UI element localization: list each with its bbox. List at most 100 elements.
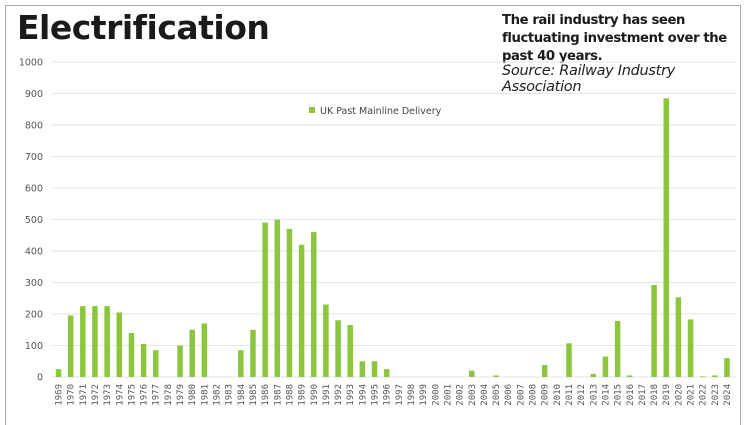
x-tick-label: 2011: [565, 384, 575, 406]
bar-2011: [566, 343, 572, 377]
legend: UK Past Mainline Delivery: [309, 106, 442, 117]
x-tick-label: 2024: [723, 384, 733, 406]
bar-2013: [590, 373, 597, 377]
x-tick-label: 1969: [55, 384, 65, 406]
bar-1981: [201, 323, 208, 377]
x-tick-label: 1993: [346, 384, 356, 406]
x-tick-label: 1989: [298, 384, 308, 406]
bar-1986: [262, 222, 268, 377]
x-tick-label: 1992: [334, 384, 344, 406]
x-tick-label: 2012: [577, 384, 587, 406]
bar-1992: [335, 320, 341, 377]
bar-2022: [699, 376, 706, 378]
bar-2023: [712, 375, 718, 377]
bar-1973: [104, 306, 110, 378]
bar-2003: [469, 370, 475, 377]
bar-1976: [140, 343, 147, 377]
bar-2019: [663, 98, 669, 377]
bar-1979: [177, 345, 183, 377]
x-tick-label: 1988: [285, 384, 295, 406]
bar-2005: [493, 375, 499, 377]
bar-1994: [359, 361, 366, 377]
bar-1974: [116, 312, 123, 377]
x-tick-label: 2009: [541, 384, 551, 406]
y-tick-label: 600: [25, 184, 43, 195]
x-tick-label: 1982: [213, 384, 223, 406]
bar-2020: [675, 297, 682, 377]
x-tick-label: 2007: [516, 384, 526, 406]
bar-1975: [128, 332, 135, 377]
x-tick-label: 1997: [395, 384, 405, 406]
x-tick-label: 1983: [225, 384, 235, 406]
x-tick-label: 2019: [662, 384, 672, 406]
x-tick-label: 1980: [188, 384, 198, 406]
y-tick-label: 0: [37, 373, 43, 384]
x-tick-label: 1994: [358, 384, 368, 406]
bar-1993: [347, 325, 353, 377]
x-tick-label: 2021: [687, 384, 697, 406]
y-axis-ticks: 0 100 200 300 400 500 600 700 800 900 1000: [19, 58, 43, 384]
chart-title: Electrification: [17, 8, 270, 47]
y-tick-label: 1000: [19, 58, 43, 69]
x-tick-label: 2003: [468, 384, 478, 406]
bar-1972: [92, 306, 98, 378]
bar-1996: [383, 369, 390, 378]
bars: [55, 98, 730, 378]
bar-2018: [651, 285, 657, 377]
y-tick-label: 100: [25, 341, 43, 352]
x-tick-label: 1986: [261, 384, 271, 406]
y-tick-label: 500: [25, 215, 43, 226]
y-tick-label: 700: [25, 152, 43, 163]
bar-2015: [614, 320, 621, 377]
bar-1977: [152, 350, 159, 377]
x-tick-label: 2006: [504, 384, 514, 406]
bar-1980: [189, 329, 195, 377]
x-tick-label: 1985: [249, 384, 259, 406]
x-tick-label: 2023: [711, 384, 721, 406]
x-tick-label: 2017: [638, 384, 648, 406]
x-tick-label: 2004: [480, 384, 490, 406]
x-tick-label: 1984: [237, 384, 247, 406]
x-tick-label: 1991: [322, 384, 332, 406]
bar-1988: [286, 228, 293, 377]
y-tick-label: 800: [25, 121, 43, 132]
x-tick-label: 2018: [650, 384, 660, 406]
chart-subtitle: The rail industry has seen fluctuating i…: [502, 13, 727, 64]
x-tick-label: 1973: [103, 384, 113, 406]
y-tick-label: 300: [25, 278, 43, 289]
bar-1970: [67, 315, 74, 377]
legend-swatch: [309, 107, 315, 113]
x-tick-label: 1979: [176, 384, 186, 406]
bar-2009: [541, 365, 548, 377]
legend-label: UK Past Mainline Delivery: [320, 106, 442, 117]
bar-1990: [311, 232, 317, 377]
bar-1995: [371, 361, 378, 377]
x-tick-label: 1981: [200, 384, 210, 406]
x-tick-label: 1970: [67, 384, 77, 406]
x-axis-ticks: 1969 1970 1971 1972 1973 1974 1975 1976 1977 1978…: [55, 384, 734, 406]
x-tick-label: 2005: [492, 384, 502, 406]
x-tick-label: 2016: [626, 384, 636, 406]
bar-2016: [627, 375, 633, 377]
x-tick-label: 1971: [79, 384, 89, 406]
bar-1969: [55, 369, 62, 378]
x-tick-label: 1998: [407, 384, 417, 406]
bar-1971: [80, 306, 86, 378]
x-tick-label: 1972: [91, 384, 101, 406]
x-tick-label: 2001: [443, 384, 453, 406]
x-tick-label: 2020: [674, 384, 684, 406]
x-tick-label: 2010: [553, 384, 563, 406]
x-tick-label: 2000: [431, 384, 441, 406]
bar-1989: [298, 244, 305, 377]
x-tick-label: 2002: [456, 384, 466, 406]
bar-1987: [274, 219, 281, 377]
x-tick-label: 2008: [529, 384, 539, 406]
x-tick-label: 2022: [699, 384, 709, 406]
bar-2014: [602, 356, 609, 377]
x-tick-label: 1978: [164, 384, 174, 406]
x-tick-label: 2015: [614, 384, 624, 406]
x-tick-label: 1975: [127, 384, 137, 406]
bar-2024: [724, 358, 730, 377]
x-tick-label: 1995: [371, 384, 381, 406]
